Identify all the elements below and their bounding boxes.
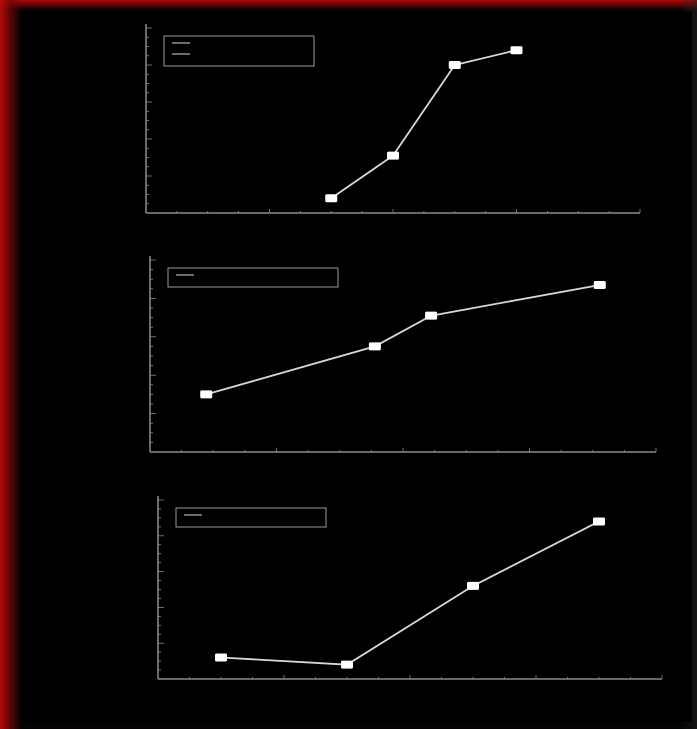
legend-box — [167, 267, 339, 288]
data-point — [593, 517, 605, 526]
series-line — [205, 284, 600, 396]
data-point — [467, 581, 479, 590]
series-line — [220, 520, 600, 666]
legend-box — [175, 507, 327, 528]
data-point — [425, 311, 438, 320]
chart-figure-svg — [145, 24, 663, 680]
series-line — [330, 49, 517, 199]
data-point — [387, 151, 399, 160]
legend — [175, 507, 327, 528]
chart-panel-1 — [145, 24, 641, 214]
data-point — [200, 390, 213, 399]
data-point — [448, 61, 461, 69]
figure — [20, 12, 692, 722]
data-point — [215, 653, 227, 662]
legend-box — [163, 35, 315, 67]
data-point — [325, 194, 338, 203]
data-point — [593, 280, 606, 289]
chart-panel-2 — [149, 256, 657, 453]
legend — [163, 35, 315, 67]
chart-panel-3 — [157, 496, 663, 680]
data-point — [510, 46, 523, 55]
data-point — [368, 342, 381, 351]
data-point — [341, 660, 353, 669]
legend — [167, 267, 339, 288]
